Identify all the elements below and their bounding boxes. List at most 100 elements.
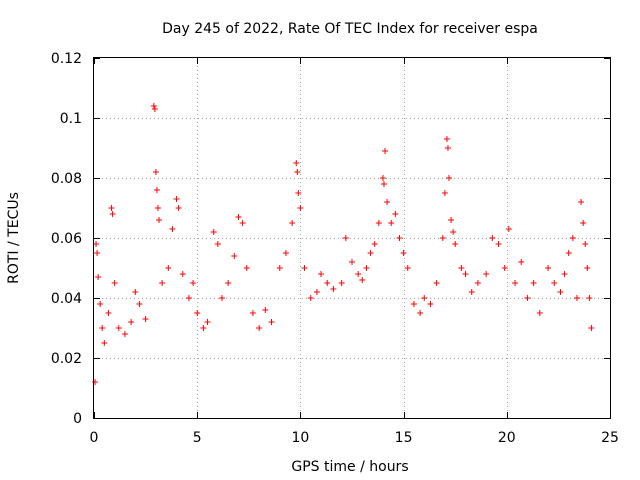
data-point [108, 205, 115, 211]
data-point [468, 289, 475, 295]
data-point [443, 136, 450, 142]
y-tick-label: 0.02 [51, 351, 82, 367]
data-point [349, 259, 355, 265]
data-point [185, 295, 192, 301]
data-point [307, 295, 314, 301]
data-point [396, 235, 403, 241]
data-point [152, 169, 159, 175]
data-point [588, 325, 595, 331]
data-point [151, 106, 158, 112]
data-point [154, 205, 161, 211]
data-point [384, 199, 391, 205]
data-point [94, 250, 101, 256]
data-point [375, 220, 382, 226]
data-point [175, 205, 182, 211]
data-point [121, 331, 128, 337]
data-point [584, 265, 591, 271]
plot-frame [93, 57, 611, 419]
chart-title: Day 245 of 2022, Rate Of TEC Index for r… [162, 21, 538, 37]
data-point [450, 229, 457, 235]
data-point [439, 235, 446, 241]
data-point [569, 235, 576, 241]
data-point [551, 280, 558, 286]
data-point [276, 265, 283, 271]
y-tick-label: 0.08 [51, 171, 82, 187]
data-point [501, 265, 508, 271]
data-point [136, 301, 143, 307]
data-point [518, 259, 525, 265]
data-point [371, 241, 378, 247]
data-point [338, 280, 345, 286]
data-point [557, 289, 564, 295]
data-point [462, 271, 469, 277]
data-point [410, 301, 417, 307]
data-point [153, 187, 160, 193]
data-point [421, 295, 428, 301]
y-tick-label: 0.04 [51, 291, 82, 307]
data-point [194, 310, 201, 316]
x-tick-label: 25 [601, 430, 619, 446]
y-tick-label: 0.12 [51, 51, 82, 67]
data-point [159, 280, 166, 286]
data-point [128, 319, 135, 325]
y-tick-label: 0 [73, 411, 82, 427]
data-point [99, 325, 106, 331]
x-tick-label: 15 [395, 430, 413, 446]
data-point [586, 295, 593, 301]
data-point [294, 169, 301, 175]
data-point [231, 253, 238, 259]
data-point [101, 340, 108, 346]
data-point [204, 319, 211, 325]
y-tick-label: 0.06 [51, 231, 82, 247]
data-point [427, 301, 434, 307]
data-point [561, 271, 568, 277]
data-markers [92, 103, 595, 385]
data-point [524, 295, 531, 301]
data-point [388, 220, 395, 226]
data-point [105, 310, 112, 316]
data-point [545, 265, 552, 271]
data-point [282, 250, 289, 256]
data-point [380, 181, 387, 187]
data-point [132, 289, 139, 295]
data-point [318, 271, 325, 277]
data-point [580, 220, 587, 226]
data-point [243, 265, 250, 271]
data-point [400, 250, 407, 256]
y-tick-label: 0.1 [60, 111, 82, 127]
data-point [225, 280, 232, 286]
data-point [379, 175, 386, 181]
data-point [313, 289, 320, 295]
data-point [169, 226, 176, 232]
x-tick-label: 10 [291, 430, 309, 446]
data-point [301, 265, 308, 271]
data-point [582, 241, 589, 247]
data-point [495, 241, 502, 247]
data-point [444, 145, 451, 151]
x-tick-label: 5 [193, 430, 202, 446]
data-point [367, 250, 374, 256]
axis-ticks: 0 5 10 15 20 25 0 0.02 0.04 0.06 0.08 0.1 0.12 [51, 51, 619, 446]
data-point [115, 325, 122, 331]
data-point [111, 280, 118, 286]
x-tick-label: 0 [90, 430, 99, 446]
data-point [446, 175, 453, 181]
data-point [93, 241, 100, 247]
data-point [536, 310, 543, 316]
data-point [235, 214, 242, 220]
data-point [565, 250, 572, 256]
data-point [95, 274, 102, 280]
data-point [458, 265, 465, 271]
data-point [363, 265, 370, 271]
data-point [295, 190, 302, 196]
data-point [530, 280, 537, 286]
data-point [200, 325, 207, 331]
data-point [156, 217, 163, 223]
data-point [404, 265, 411, 271]
data-point [392, 211, 399, 217]
data-point [218, 295, 225, 301]
data-point [297, 205, 304, 211]
data-point [262, 307, 269, 313]
